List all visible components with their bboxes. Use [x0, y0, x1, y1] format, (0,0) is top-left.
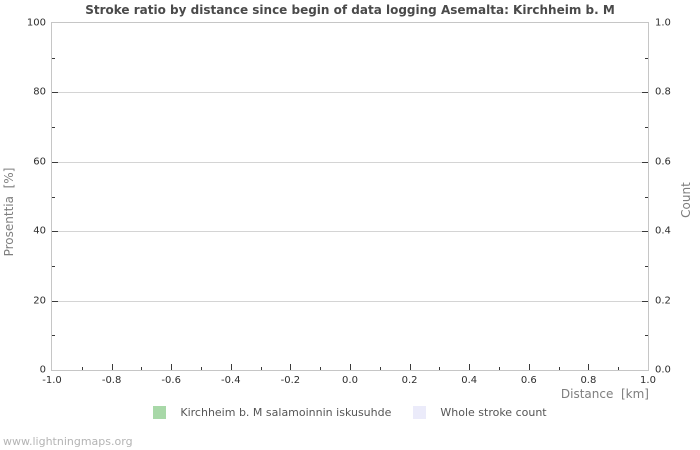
tick-mark: [81, 367, 83, 370]
tick-mark: [499, 367, 500, 370]
tick-mark: [558, 367, 560, 370]
tick-mark: [52, 57, 55, 59]
gridline: [52, 300, 648, 302]
tick-mark: [52, 335, 55, 337]
tick-mark: [645, 57, 648, 59]
legend: Kirchheim b. M salamoinnin iskusuhde Who…: [0, 406, 700, 419]
tick-mark: [379, 367, 381, 370]
tick-mark: [642, 300, 648, 302]
chart-title: Stroke ratio by distance since begin of …: [85, 3, 615, 17]
legend-label-whole-stroke-count: Whole stroke count: [440, 406, 547, 419]
plot-area: [51, 22, 649, 371]
x-tick-label: 0.0: [342, 375, 358, 386]
legend-swatch-stroke-ratio-icon: [153, 406, 167, 419]
legend-label-stroke-ratio: Kirchheim b. M salamoinnin iskusuhde: [180, 406, 392, 419]
gridline: [52, 231, 648, 233]
tick-mark: [230, 364, 232, 370]
y-axis-label-left: Prosenttia [%]: [2, 167, 16, 257]
y-left-tick-label: 60: [33, 156, 46, 168]
tick-mark: [642, 92, 648, 94]
tick-mark: [618, 367, 620, 370]
tick-mark: [320, 367, 322, 370]
tick-mark: [290, 364, 292, 370]
gridline: [52, 161, 648, 163]
tick-mark: [645, 196, 648, 198]
watermark: www.lightningmaps.org: [3, 435, 133, 448]
y-right-tick-label: 0.0: [655, 364, 671, 376]
tick-mark: [52, 92, 58, 94]
y-right-tick-label: 0.4: [655, 225, 671, 237]
tick-mark: [141, 367, 143, 370]
x-tick-label: -0.6: [161, 375, 181, 386]
y-left-tick-label: 20: [33, 295, 46, 307]
x-tick-label: 0.6: [520, 375, 537, 386]
tick-mark: [469, 364, 471, 370]
x-tick-label: -0.2: [280, 375, 301, 386]
y-right-tick-label: 1.0: [655, 17, 671, 29]
tick-mark: [52, 127, 55, 129]
y-left-tick-label: 0: [39, 364, 46, 376]
x-axis-label: Distance [km]: [560, 387, 649, 401]
x-tick-label: -0.8: [101, 375, 122, 386]
x-tick-label: 1.0: [640, 375, 656, 386]
tick-mark: [645, 335, 648, 337]
tick-mark: [52, 265, 55, 267]
tick-mark: [350, 364, 351, 370]
tick-mark: [528, 364, 530, 370]
y-left-tick-label: 40: [33, 225, 46, 237]
tick-mark: [645, 265, 648, 267]
tick-mark: [642, 231, 648, 233]
tick-mark: [171, 364, 173, 370]
y-left-tick-label: 80: [33, 86, 46, 98]
gridline: [52, 92, 648, 94]
y-left-tick-label: 100: [26, 17, 46, 29]
tick-mark: [645, 127, 648, 129]
tick-mark: [439, 367, 441, 370]
y-right-tick-label: 0.8: [655, 86, 671, 98]
legend-item-whole-stroke-count: Whole stroke count: [413, 406, 547, 419]
y-axis-label-right: Count: [679, 182, 693, 218]
y-right-tick-label: 0.2: [655, 295, 671, 307]
tick-mark: [52, 161, 58, 163]
x-tick-label: -1.0: [42, 375, 62, 386]
tick-mark: [52, 231, 58, 233]
x-tick-label: 0.8: [580, 375, 597, 386]
tick-mark: [52, 196, 55, 198]
x-tick-label: 0.2: [401, 375, 418, 386]
legend-swatch-whole-stroke-count-icon: [413, 406, 427, 419]
tick-mark: [409, 364, 411, 370]
tick-mark: [52, 300, 58, 302]
tick-mark: [201, 367, 202, 370]
tick-mark: [260, 367, 262, 370]
tick-mark: [642, 161, 648, 163]
tick-mark: [111, 364, 113, 370]
y-right-tick-label: 0.6: [655, 156, 671, 168]
x-tick-label: 0.4: [461, 375, 478, 386]
x-tick-label: -0.4: [221, 375, 241, 386]
tick-mark: [588, 364, 590, 370]
legend-item-stroke-ratio: Kirchheim b. M salamoinnin iskusuhde: [153, 406, 391, 419]
